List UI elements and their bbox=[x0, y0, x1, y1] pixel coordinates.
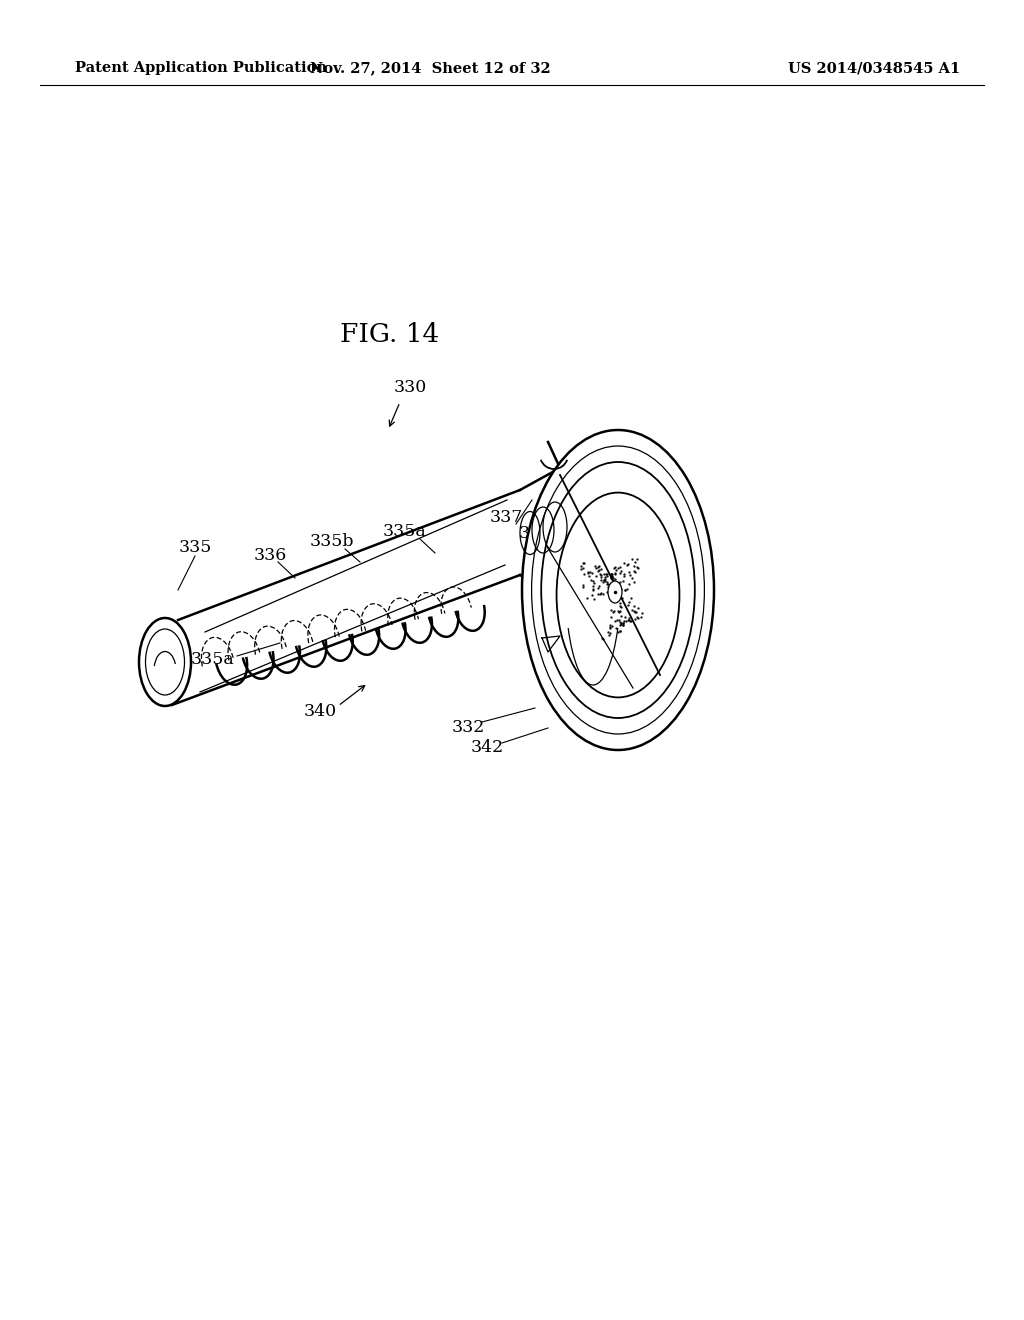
Text: 333: 333 bbox=[518, 524, 552, 541]
Text: 335b: 335b bbox=[309, 533, 354, 550]
Text: 337a: 337a bbox=[668, 561, 712, 578]
Ellipse shape bbox=[557, 492, 680, 697]
Ellipse shape bbox=[139, 618, 191, 706]
Text: Nov. 27, 2014  Sheet 12 of 32: Nov. 27, 2014 Sheet 12 of 32 bbox=[309, 61, 550, 75]
Text: FIG. 14: FIG. 14 bbox=[340, 322, 439, 347]
Text: 330: 330 bbox=[393, 380, 427, 396]
Text: 332h: 332h bbox=[668, 586, 713, 603]
Text: 331: 331 bbox=[595, 704, 629, 721]
Text: 336: 336 bbox=[253, 546, 287, 564]
Text: Patent Application Publication: Patent Application Publication bbox=[75, 61, 327, 75]
Text: 335a: 335a bbox=[383, 524, 427, 540]
Ellipse shape bbox=[522, 430, 714, 750]
Text: 335a: 335a bbox=[191, 652, 234, 668]
Text: 340: 340 bbox=[303, 704, 337, 721]
Text: US 2014/0348545 A1: US 2014/0348545 A1 bbox=[787, 61, 961, 75]
Text: 337: 337 bbox=[489, 510, 522, 527]
Text: 342: 342 bbox=[470, 739, 504, 756]
Ellipse shape bbox=[608, 581, 622, 603]
Text: 332: 332 bbox=[452, 719, 484, 737]
Text: 335: 335 bbox=[178, 540, 212, 557]
